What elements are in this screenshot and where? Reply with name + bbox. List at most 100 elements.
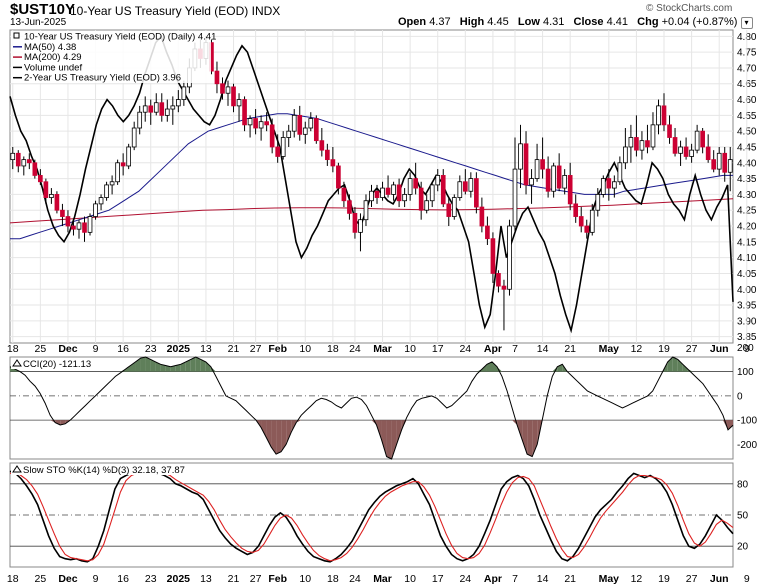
candle-up (98, 197, 104, 205)
legend-entry: MA(50) 4.38 (24, 42, 76, 53)
cci-y-tick-label: 200 (737, 343, 754, 354)
cci-overbought-fill (130, 361, 136, 372)
x-tick-label: May (599, 573, 620, 585)
x-tick-label: 25 (35, 573, 47, 585)
cci-oversold-fill (371, 420, 377, 425)
candle-down (319, 140, 325, 151)
cci-panel: 200 100 0 -100 -200 CCI(20) -121.13 (9, 343, 757, 460)
cci-overbought-fill (210, 366, 216, 372)
ma50-line (10, 113, 733, 240)
x-tick-label: 17 (432, 573, 444, 585)
x-tick-label: Apr (484, 573, 502, 585)
x-tick-label: 16 (117, 343, 129, 355)
candle-down (578, 216, 584, 227)
legend-entry: Volume undef (24, 62, 82, 73)
x-tick-label: 9 (744, 573, 750, 585)
candle-down (418, 187, 424, 211)
x-tick-label: 21 (228, 343, 240, 355)
candle-down (43, 181, 49, 198)
chart-date: 13-Jun-2025 (10, 17, 67, 28)
candle-down (297, 114, 303, 135)
x-tick-label: Feb (268, 573, 287, 585)
candle-down (672, 137, 678, 154)
candle-up (457, 181, 463, 198)
watermark: © StockCharts.com (646, 3, 733, 14)
candle-down (440, 175, 446, 205)
candle-up (694, 130, 700, 151)
candle-down (496, 273, 501, 287)
candle-up (623, 146, 628, 164)
cci-y-tick-label: -100 (737, 416, 757, 427)
candle-down (556, 165, 562, 189)
cci-overbought-fill (165, 365, 171, 372)
legend-entry: MA(200) 4.29 (24, 52, 82, 63)
x-tick-label: 10 (404, 573, 416, 585)
x-tick-label: 25 (35, 343, 47, 355)
cci-overbought-fill (170, 365, 176, 372)
cci-title-bg (11, 358, 111, 369)
candle-up (617, 162, 623, 183)
candle-up (529, 178, 534, 186)
candle-up (534, 159, 540, 179)
cci-overbought-fill (185, 359, 191, 372)
x-tick-label: Dec (58, 343, 77, 355)
x-tick-label: 27 (686, 343, 698, 355)
cci-oversold-fill (401, 420, 407, 430)
cci-overbought-fill (205, 361, 211, 372)
x-tick-label: 27 (250, 573, 262, 585)
candle-down (26, 159, 32, 164)
x-tick-label: 10 (299, 573, 311, 585)
candle-up (247, 118, 253, 126)
sto-y-tick-label: 20 (737, 542, 749, 553)
candle-up (170, 105, 176, 110)
cci-overbought-fill (497, 366, 503, 372)
candle-down (82, 222, 87, 233)
candle-up (93, 203, 98, 217)
candle-down (220, 83, 225, 94)
candle-up (258, 121, 264, 129)
x-tick-label: 27 (250, 343, 262, 355)
candle-up (115, 162, 120, 183)
high-value: 4.45 (487, 16, 509, 28)
candle-up (181, 86, 187, 100)
cci-oversold-fill (522, 420, 528, 455)
candle-down (231, 86, 236, 107)
x-tick-label: 18 (7, 343, 19, 355)
candle-up (164, 108, 170, 116)
cci-overbought-fill (155, 361, 161, 372)
cci-oversold-fill (281, 420, 287, 452)
candle-down (65, 216, 71, 227)
cci-title: CCI(20) -121.13 (23, 359, 91, 370)
candle-down (242, 99, 247, 126)
cci-oversold-fill (286, 420, 292, 445)
candle-down (479, 206, 485, 227)
candle-up (407, 178, 413, 195)
cci-oversold-fill (727, 420, 733, 430)
open-label: Open (398, 16, 427, 28)
info-icon[interactable]: ▾ (740, 17, 753, 29)
candle-down (545, 168, 551, 192)
candle-up (137, 111, 143, 129)
high-label: High (459, 16, 485, 28)
candle-down (474, 178, 479, 208)
open-value: 4.37 (429, 16, 451, 28)
x-tick-label: 23 (145, 573, 157, 585)
candle-up (612, 181, 617, 189)
cci-y-tick-label: 100 (737, 367, 754, 378)
close-label: Close (573, 16, 604, 28)
low-value: 4.31 (542, 16, 565, 28)
x-tick-label: 9 (744, 343, 750, 355)
candle-up (280, 137, 286, 157)
x-tick-label: Dec (58, 573, 77, 585)
x-tick-label: 23 (145, 343, 157, 355)
cci-overbought-fill (175, 364, 181, 372)
candle-up (142, 105, 148, 113)
candle-up (104, 184, 109, 198)
x-tick-label: Apr (484, 343, 502, 355)
candle-up (639, 140, 645, 151)
candle-up (727, 159, 733, 173)
candle-down (606, 178, 612, 189)
cci-overbought-fill (150, 359, 156, 372)
symbol-title: $UST10Y (10, 1, 76, 18)
